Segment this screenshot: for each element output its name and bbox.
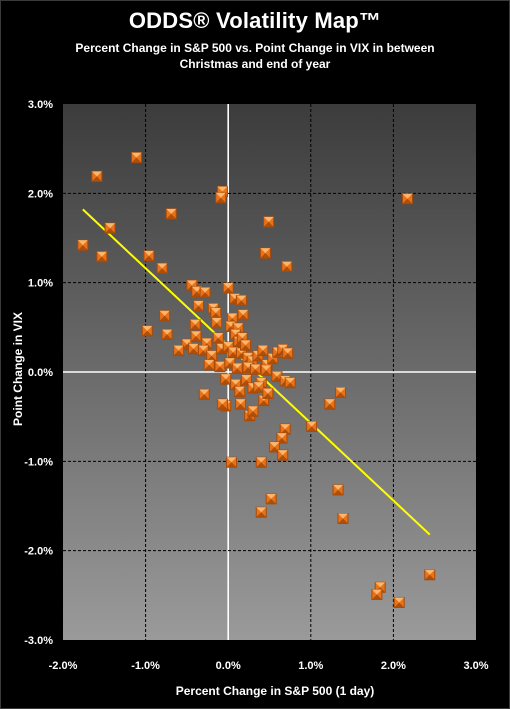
data-point [306, 420, 318, 432]
data-point [237, 309, 249, 321]
data-point [255, 456, 267, 468]
data-point [211, 317, 223, 329]
data-point [96, 251, 108, 263]
data-point [91, 170, 103, 182]
data-point [282, 347, 294, 359]
data-point [257, 345, 269, 357]
chart-title: ODDS® Volatility Map™ [128, 8, 382, 33]
data-point [199, 286, 211, 298]
x-tick-label: 3.0% [463, 660, 488, 672]
data-point [215, 192, 227, 204]
data-point [401, 193, 413, 205]
data-point [189, 319, 201, 331]
data-point [104, 222, 116, 234]
data-point [259, 247, 271, 259]
data-point [222, 282, 234, 294]
data-point [235, 295, 247, 307]
data-point [161, 328, 173, 340]
data-point [212, 332, 224, 344]
data-point [191, 286, 203, 298]
data-point [220, 373, 232, 385]
data-point [260, 364, 272, 376]
x-tick-label: 1.0% [298, 660, 323, 672]
data-point [324, 398, 336, 410]
data-point [424, 569, 436, 581]
y-tick-label: 3.0% [28, 99, 53, 111]
data-points [77, 152, 436, 608]
data-point [332, 484, 344, 496]
data-point [234, 386, 246, 398]
y-tick-label: -1.0% [24, 456, 53, 468]
x-tick-label: 0.0% [216, 660, 241, 672]
data-point [198, 388, 210, 400]
data-point [263, 216, 275, 228]
data-point [131, 152, 143, 164]
data-point [159, 310, 171, 322]
y-tick-label: 2.0% [28, 188, 53, 200]
data-point [265, 493, 277, 505]
x-tick-label: 2.0% [381, 660, 406, 672]
tick-labels: -2.0% -1.0% 0.0% 1.0% 2.0% 3.0% -3.0% -2.0% -1.0… [24, 99, 489, 672]
y-tick-label: 0.0% [28, 367, 53, 379]
data-point [141, 325, 153, 337]
x-tick-label: -2.0% [49, 660, 78, 672]
data-point [277, 449, 289, 461]
data-point [77, 239, 89, 251]
data-point [335, 387, 347, 399]
data-point [143, 250, 155, 262]
data-point [216, 398, 228, 410]
data-point [214, 361, 226, 373]
data-point [192, 300, 204, 312]
data-point [210, 307, 222, 319]
data-point [190, 330, 202, 342]
data-point [262, 387, 274, 399]
x-tick-label: -1.0% [131, 660, 160, 672]
y-tick-label: 1.0% [28, 278, 53, 290]
data-point [255, 506, 267, 518]
data-point [284, 377, 296, 389]
data-point [247, 405, 259, 417]
data-point [393, 596, 405, 608]
y-tick-label: -2.0% [24, 546, 53, 558]
data-point [231, 362, 243, 374]
data-point [188, 343, 200, 355]
data-point [240, 374, 252, 386]
data-point [203, 359, 215, 371]
x-axis-title: Percent Change in S&P 500 (1 day) [175, 684, 375, 698]
data-point [156, 262, 168, 274]
gridlines [63, 104, 476, 640]
data-point [226, 456, 238, 468]
data-point [249, 363, 261, 375]
data-point [371, 588, 383, 600]
data-point [173, 345, 185, 357]
data-point [165, 208, 177, 220]
data-point [337, 513, 349, 525]
data-point [253, 381, 265, 393]
data-point [235, 398, 247, 410]
data-point [281, 261, 293, 273]
chart-subtitle: Percent Change in S&P 500 vs. Point Chan… [75, 41, 435, 71]
data-point [268, 441, 280, 453]
y-tick-label: -3.0% [24, 635, 53, 647]
data-point [240, 339, 252, 351]
